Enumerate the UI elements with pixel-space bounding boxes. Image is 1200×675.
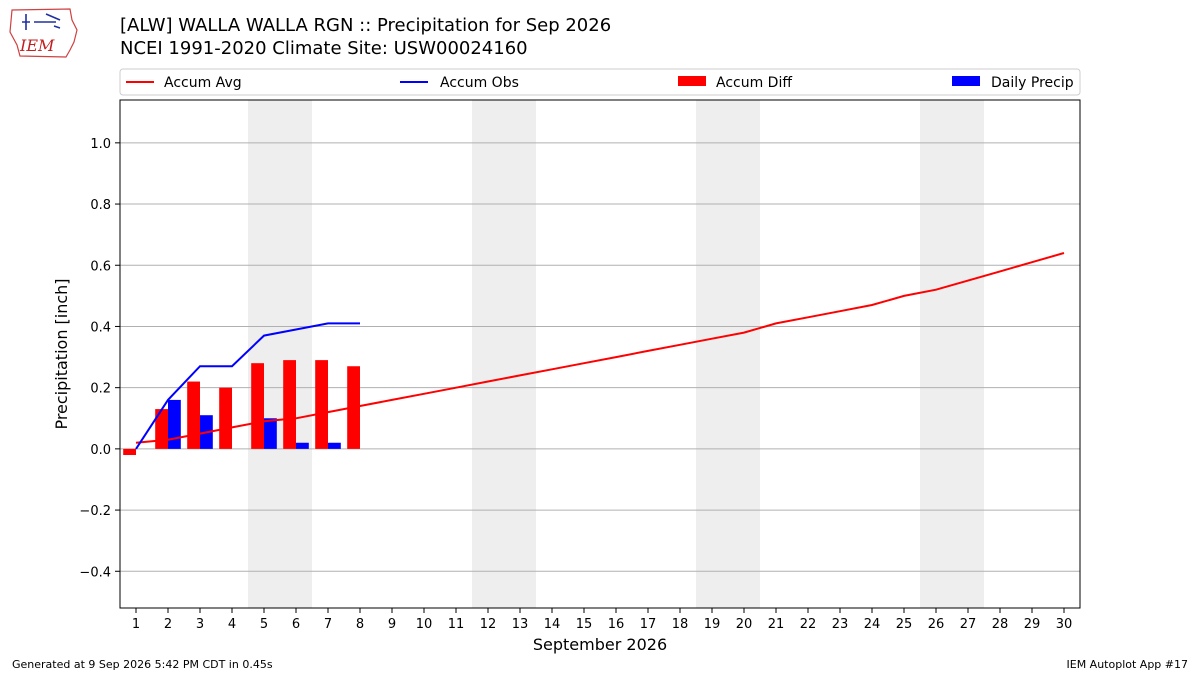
chart-title-line2: NCEI 1991-2020 Climate Site: USW00024160 [120, 38, 528, 59]
daily-precip-bar [168, 399, 181, 449]
weather-vane-icon [22, 13, 61, 30]
weekend-band [920, 100, 984, 608]
weekend-band [696, 100, 760, 608]
accum-diff-bar [283, 360, 296, 449]
accum-diff-bar [155, 409, 168, 449]
x-tick-label: 16 [608, 617, 625, 632]
y-tick-label: 0.0 [90, 443, 111, 458]
x-tick-label: 11 [448, 617, 465, 632]
y-tick-label: 0.8 [90, 198, 111, 213]
x-tick-label: 3 [196, 617, 204, 632]
x-tick-label: 19 [704, 617, 721, 632]
daily-precip-bar [264, 418, 277, 449]
daily-precip-bar [328, 442, 341, 449]
y-tick-label: −0.4 [79, 565, 111, 580]
x-tick-label: 9 [388, 617, 396, 632]
weekend-band [472, 100, 536, 608]
x-tick-label: 6 [292, 617, 300, 632]
x-tick-label: 30 [1056, 617, 1073, 632]
accum-diff-bar [251, 363, 264, 449]
accum-diff-bar [315, 360, 328, 449]
bars [123, 360, 360, 455]
legend-label-accum-diff: Accum Diff [716, 75, 792, 91]
x-tick-label: 5 [260, 617, 268, 632]
x-tick-label: 25 [896, 617, 913, 632]
accum-diff-bar [187, 381, 200, 449]
x-axis-ticks: 1 2 3 4 5 6 7 8 9 10 11 12 13 14 15 16 17 18 19 20 21 22 23 24 2… [132, 608, 1072, 632]
x-tick-label: 27 [960, 617, 977, 632]
x-tick-label: 28 [992, 617, 1009, 632]
legend-label-accum-obs: Accum Obs [440, 75, 519, 91]
x-tick-label: 2 [164, 617, 172, 632]
gridlines [120, 142, 1080, 572]
accum-diff-bar [123, 448, 136, 455]
y-axis-ticks: −0.4 −0.2 0.0 0.2 0.4 0.6 0.8 1.0 [79, 137, 120, 580]
x-tick-label: 20 [736, 617, 753, 632]
accum-diff-bar [219, 387, 232, 449]
legend-swatch-accum-diff [678, 76, 706, 86]
x-tick-label: 18 [672, 617, 689, 632]
legend-swatch-daily-precip [952, 76, 980, 86]
daily-precip-bar [296, 442, 309, 449]
x-tick-label: 29 [1024, 617, 1041, 632]
x-tick-label: 10 [416, 617, 433, 632]
logo-text: IEM [19, 36, 55, 55]
x-tick-label: 4 [228, 617, 236, 632]
x-tick-label: 26 [928, 617, 945, 632]
x-tick-label: 21 [768, 617, 785, 632]
lines [135, 252, 1065, 450]
iem-logo: IEM [9, 8, 78, 58]
x-tick-label: 8 [356, 617, 364, 632]
legend-label-daily-precip: Daily Precip [991, 75, 1074, 91]
generated-timestamp: Generated at 9 Sep 2026 5:42 PM CDT in 0… [12, 658, 273, 671]
x-axis-label: September 2026 [533, 635, 667, 654]
weekend-band [248, 100, 312, 608]
legend-label-accum-avg: Accum Avg [164, 75, 242, 91]
x-tick-label: 12 [480, 617, 497, 632]
plot-frame [119, 99, 1081, 609]
x-tick-label: 23 [832, 617, 849, 632]
x-tick-label: 13 [512, 617, 529, 632]
legend: Accum Avg Accum Obs Accum Diff Daily Pre… [119, 68, 1081, 96]
x-tick-label: 24 [864, 617, 881, 632]
y-tick-label: 1.0 [90, 137, 111, 152]
y-tick-label: 0.6 [90, 259, 111, 274]
x-tick-label: 15 [576, 617, 593, 632]
y-axis-label: Precipitation [inch] [52, 278, 71, 429]
weekend-bands [248, 100, 984, 608]
accum-obs-line [135, 322, 360, 450]
x-tick-label: 14 [544, 617, 561, 632]
app-label: IEM Autoplot App #17 [1067, 658, 1189, 671]
legend-frame [119, 68, 1081, 96]
y-tick-label: −0.2 [79, 504, 111, 519]
chart-title-line1: [ALW] WALLA WALLA RGN :: Precipitation f… [120, 15, 611, 36]
x-tick-label: 1 [132, 617, 140, 632]
x-tick-label: 17 [640, 617, 657, 632]
accum-avg-line [135, 252, 1065, 444]
y-tick-label: 0.4 [90, 320, 111, 335]
x-tick-label: 7 [324, 617, 332, 632]
y-tick-label: 0.2 [90, 382, 111, 397]
x-tick-label: 22 [800, 617, 817, 632]
